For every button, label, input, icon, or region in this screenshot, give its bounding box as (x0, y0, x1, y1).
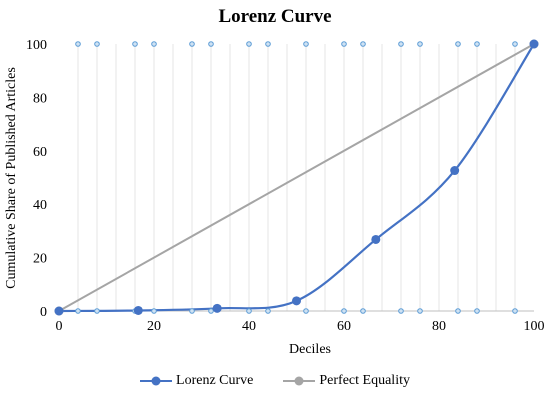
top-row-marker (246, 41, 252, 47)
chart-title: Lorenz Curve (218, 6, 332, 27)
y-tick-label: 100 (26, 38, 47, 53)
point-lorenz-curve (292, 296, 301, 306)
bottom-row-marker (417, 308, 423, 314)
y-tick-label: 60 (33, 145, 47, 160)
x-tick-label: 20 (147, 319, 161, 334)
bottom-row-marker (512, 308, 518, 314)
top-row-marker (341, 41, 347, 47)
legend-swatch-equality (283, 376, 316, 386)
bottom-row-marker (341, 308, 347, 314)
x-tick-label: 0 (56, 319, 63, 334)
y-tick-label: 20 (33, 252, 47, 267)
marker-layer (54, 39, 539, 316)
bottom-row-marker (303, 308, 309, 314)
bottom-row-marker (246, 308, 252, 314)
legend-label-equality: Perfect Equality (319, 373, 410, 388)
x-tick-label: 80 (432, 319, 446, 334)
legend-item-lorenz: Lorenz Curve (140, 373, 253, 389)
bottom-row-marker (398, 308, 404, 314)
top-row-marker (417, 41, 423, 47)
line-layer (58, 43, 535, 313)
bottom-row-marker (151, 308, 157, 314)
y-tick-label: 80 (33, 91, 47, 106)
bottom-row-marker (75, 308, 81, 314)
top-row-marker (151, 41, 157, 47)
top-row-marker (512, 41, 518, 47)
top-row-marker (208, 41, 214, 47)
top-row-marker (303, 41, 309, 47)
top-row-marker (132, 41, 138, 47)
legend-swatch-lorenz (140, 376, 173, 386)
x-tick-label: 60 (337, 319, 351, 334)
legend: Lorenz Curve Perfect Equality (0, 373, 550, 389)
bottom-row-marker (265, 308, 271, 314)
series-line-perfect-equality (58, 43, 535, 312)
point-lorenz-curve (212, 303, 222, 313)
point-lorenz-curve (133, 305, 143, 315)
bottom-row-marker (208, 308, 214, 314)
point-lorenz-curve (371, 234, 381, 244)
legend-item-equality: Perfect Equality (283, 373, 410, 389)
top-row-marker (265, 41, 271, 47)
point-lorenz-curve (450, 166, 460, 176)
x-axis-label: Deciles (289, 342, 331, 357)
legend-label-lorenz: Lorenz Curve (176, 373, 254, 388)
bottom-row-marker (94, 308, 100, 314)
bottom-row-marker (360, 308, 366, 314)
top-row-marker (75, 41, 81, 47)
bottom-row-marker (474, 308, 480, 314)
point-lorenz-curve (529, 39, 539, 49)
point-lorenz-curve (54, 306, 64, 316)
bottom-row-marker (455, 308, 461, 314)
y-tick-label: 0 (40, 305, 47, 320)
top-row-marker (189, 41, 195, 47)
top-row-marker (474, 41, 480, 47)
grid-layer (77, 44, 516, 311)
bottom-row-marker (189, 308, 195, 314)
top-row-marker (398, 41, 404, 47)
top-row-marker (455, 41, 461, 47)
x-tick-label: 40 (242, 319, 256, 334)
x-tick-label: 100 (524, 319, 545, 334)
tick-layer: 0 20 40 60 80 100 0 20 40 60 80 100 (26, 38, 545, 334)
top-row-marker (94, 41, 100, 47)
y-tick-label: 40 (33, 198, 47, 213)
top-row-marker (360, 41, 366, 47)
